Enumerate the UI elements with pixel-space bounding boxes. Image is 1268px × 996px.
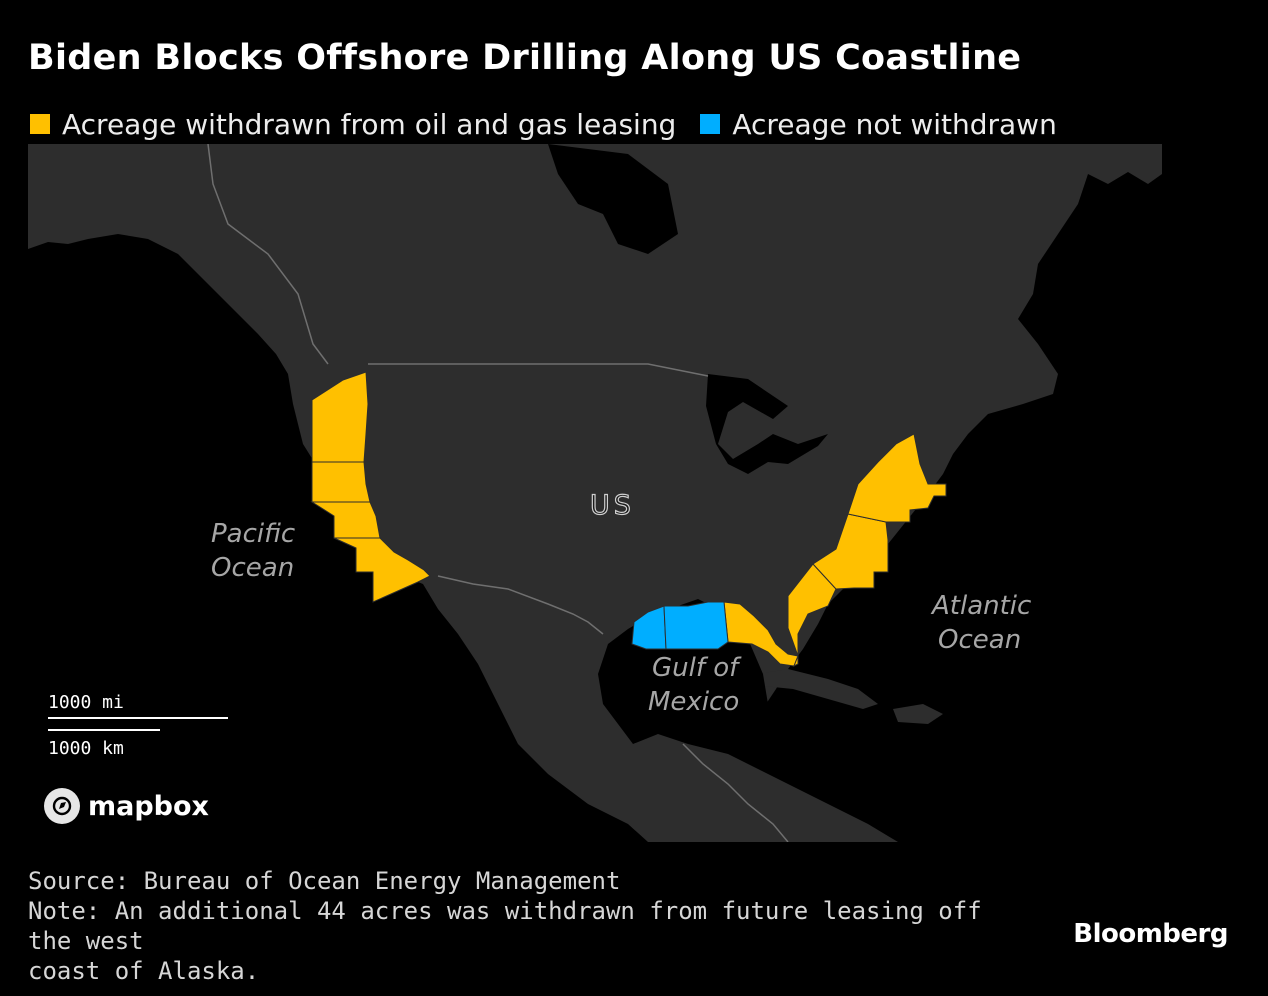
legend-swatch-withdrawn xyxy=(30,114,50,134)
footer: Source: Bureau of Ocean Energy Managemen… xyxy=(28,866,1028,986)
source-note: Source: Bureau of Ocean Energy Managemen… xyxy=(28,867,621,895)
region-southern-california[interactable] xyxy=(333,537,431,603)
gulf-of-mexico-water xyxy=(623,629,768,724)
great-lakes xyxy=(706,374,828,474)
mapbox-icon xyxy=(44,788,80,824)
region-central-california[interactable] xyxy=(310,501,381,539)
legend-swatch-not-withdrawn xyxy=(700,114,721,134)
withdrawn-regions[interactable] xyxy=(310,371,947,668)
note-line-1: Note: An additional 44 acres was withdra… xyxy=(28,897,982,955)
map-svg[interactable]: US Pacific Ocean Atlantic Ocean Gulf of … xyxy=(28,144,1162,842)
label-pacific-2: Ocean xyxy=(211,553,294,583)
scale-km-label: 1000 km xyxy=(48,738,124,759)
mapbox-logo[interactable]: mapbox xyxy=(44,788,209,824)
label-us: US xyxy=(590,490,635,521)
land-hispaniola xyxy=(893,704,943,724)
borders xyxy=(207,144,789,842)
border-us-canada xyxy=(368,363,709,377)
region-central-gulf[interactable] xyxy=(663,601,729,650)
legend-item-not-withdrawn: Acreage not withdrawn xyxy=(700,108,1057,141)
label-atlantic-2: Ocean xyxy=(938,625,1021,655)
not-withdrawn-regions[interactable] xyxy=(631,601,729,650)
label-atlantic-1: Atlantic xyxy=(930,591,1031,621)
land-north-america xyxy=(28,144,1162,842)
land-cuba xyxy=(758,669,878,709)
map[interactable]: US Pacific Ocean Atlantic Ocean Gulf of … xyxy=(28,144,1162,842)
mapbox-wordmark: mapbox xyxy=(88,790,209,822)
border-central-america xyxy=(682,743,789,842)
legend: Acreage withdrawn from oil and gas leasi… xyxy=(30,106,1081,142)
region-north-atlantic[interactable] xyxy=(847,433,947,523)
bloomberg-logo: Bloomberg xyxy=(1073,919,1228,949)
hudson-bay xyxy=(548,144,678,254)
legend-label-withdrawn: Acreage withdrawn from oil and gas leasi… xyxy=(62,107,677,141)
region-mid-atlantic[interactable] xyxy=(812,513,889,590)
label-pacific-1: Pacific xyxy=(211,519,295,549)
legend-label-not-withdrawn: Acreage not withdrawn xyxy=(732,107,1057,141)
scale-bar: 1000 mi 1000 km xyxy=(48,692,228,759)
region-northern-california[interactable] xyxy=(311,461,371,503)
scale-miles-label: 1000 mi xyxy=(48,692,124,713)
border-alaska-canada xyxy=(207,144,329,365)
border-us-mexico xyxy=(437,575,604,635)
label-gulf-1: Gulf of xyxy=(652,653,742,683)
label-gulf-2: Mexico xyxy=(648,687,739,717)
chart-title: Biden Blocks Offshore Drilling Along US … xyxy=(28,38,1022,78)
note-line-2: coast of Alaska. xyxy=(28,957,260,985)
legend-item-withdrawn: Acreage withdrawn from oil and gas leasi… xyxy=(30,108,676,141)
